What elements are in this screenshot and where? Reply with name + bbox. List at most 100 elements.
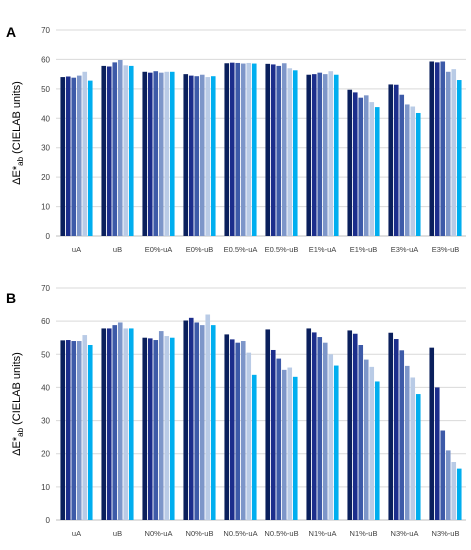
bar-B-uA-3	[71, 341, 77, 520]
bar-B-N3%-uB-6	[456, 468, 462, 520]
bar-A-E3%-uA-4	[404, 104, 410, 236]
bar-B-N0.5%-uB-3	[276, 358, 282, 520]
y-tick-label-A-10: 10	[41, 203, 50, 212]
bar-A-E0%-uA-1	[142, 71, 148, 236]
bar-B-N0.5%-uA-5	[246, 352, 252, 520]
y-axis-label-subscript: ab	[16, 156, 25, 165]
y-tick-label-A-0: 0	[46, 232, 51, 241]
bar-B-uA-2	[65, 340, 71, 520]
bar-A-E3%-uA-1	[388, 84, 394, 236]
x-category-label-A-E0%-uB: E0%-uB	[186, 245, 214, 254]
y-axis-label-A: ΔE*ab (CIELAB units)	[11, 81, 25, 185]
bar-A-E0.5%-uB-4	[281, 63, 287, 236]
bar-B-N0.5%-uA-3	[235, 342, 241, 520]
bar-A-E0%-uB-1	[183, 74, 189, 237]
bar-A-E1%-uB-3	[358, 97, 364, 236]
bar-A-E3%-uA-2	[393, 84, 399, 236]
bar-A-E0.5%-uB-3	[276, 65, 282, 236]
bar-A-E0%-uA-4	[158, 72, 164, 237]
y-axis-label-main: ΔE*	[11, 436, 23, 456]
bar-A-E0%-uA-6	[169, 71, 175, 236]
bar-B-N0%-uB-2	[188, 317, 194, 520]
x-category-label-A-E3%-uA: E3%-uA	[391, 245, 419, 254]
bar-B-N0.5%-uB-5	[287, 367, 293, 520]
x-category-label-B-uB: uB	[113, 529, 122, 538]
bar-B-N3%-uB-1	[429, 347, 435, 520]
x-category-label-B-N3%-uB: N3%-uB	[432, 529, 460, 538]
bar-B-N1%-uB-2	[352, 333, 358, 520]
x-category-label-B-N0%-uA: N0%-uA	[145, 529, 173, 538]
bar-B-uA-4	[76, 341, 82, 520]
bar-B-N3%-uB-5	[451, 462, 457, 520]
bar-A-uA-2	[65, 76, 71, 236]
y-tick-label-B-60: 60	[41, 317, 50, 326]
bar-B-N1%-uA-1	[306, 328, 312, 520]
bar-A-uA-3	[71, 77, 77, 236]
bar-A-E3%-uA-6	[415, 112, 421, 236]
bar-A-E1%-uA-3	[317, 72, 323, 237]
x-category-label-B-N1%-uA: N1%-uA	[309, 529, 337, 538]
bar-A-uB-3	[112, 62, 118, 236]
bar-A-E1%-uB-4	[363, 95, 369, 237]
bar-A-E0.5%-uA-2	[229, 62, 235, 237]
y-tick-label-B-20: 20	[41, 450, 50, 459]
bar-B-N0.5%-uA-4	[240, 341, 246, 520]
y-tick-label-A-70: 70	[41, 26, 50, 35]
bar-B-N0%-uA-4	[158, 331, 164, 520]
bar-B-N1%-uB-5	[369, 366, 375, 520]
bar-A-E0.5%-uB-2	[270, 64, 276, 236]
bar-A-uB-4	[117, 60, 123, 236]
bar-B-N0.5%-uB-2	[270, 349, 276, 520]
bar-B-N0%-uB-1	[183, 320, 189, 520]
bar-A-E1%-uA-6	[333, 74, 339, 236]
bar-A-E0.5%-uB-1	[265, 63, 271, 236]
bar-A-E0%-uB-2	[188, 75, 194, 236]
y-tick-label-A-30: 30	[41, 144, 50, 153]
bar-B-N3%-uA-3	[399, 350, 405, 520]
y-axis-label-main: ΔE*	[11, 165, 23, 185]
bar-B-N0%-uB-3	[194, 322, 200, 520]
bar-A-E1%-uA-2	[311, 74, 317, 237]
bar-B-N1%-uA-5	[328, 354, 334, 520]
bar-B-N3%-uA-1	[388, 332, 394, 520]
bar-A-uB-6	[128, 65, 134, 236]
bar-B-N0%-uA-2	[147, 338, 153, 520]
bar-B-N0.5%-uA-6	[251, 374, 257, 520]
y-tick-label-B-40: 40	[41, 383, 50, 392]
bar-A-E3%-uB-6	[456, 80, 462, 237]
bar-B-N1%-uA-6	[333, 365, 339, 520]
bar-B-N1%-uB-3	[358, 345, 364, 520]
x-category-label-A-E3%-uB: E3%-uB	[432, 245, 460, 254]
bar-B-uB-5	[123, 328, 129, 520]
bar-B-N3%-uB-3	[440, 430, 446, 520]
bar-A-uA-6	[87, 80, 93, 236]
y-tick-label-A-20: 20	[41, 173, 50, 182]
bar-B-N3%-uA-6	[415, 394, 421, 520]
x-category-label-A-E1%-uB: E1%-uB	[350, 245, 378, 254]
x-category-label-A-uA: uA	[72, 245, 81, 254]
bar-A-uB-2	[106, 66, 112, 237]
bar-B-N1%-uA-4	[322, 342, 328, 520]
bar-B-N0%-uA-5	[164, 336, 170, 520]
bar-B-N0.5%-uB-6	[292, 376, 298, 520]
x-category-label-A-E0%-uA: E0%-uA	[145, 245, 173, 254]
x-category-label-B-N0%-uB: N0%-uB	[186, 529, 214, 538]
bar-B-N0%-uB-5	[205, 314, 211, 520]
bar-A-E1%-uA-1	[306, 74, 312, 236]
bar-A-E3%-uB-3	[440, 61, 446, 236]
y-tick-label-B-30: 30	[41, 417, 50, 426]
bar-A-E0%-uA-2	[147, 72, 153, 237]
x-category-label-A-uB: uB	[113, 245, 122, 254]
bar-B-uB-2	[106, 328, 112, 520]
bar-B-N1%-uB-1	[347, 330, 353, 520]
y-axis-label-subscript: ab	[16, 427, 25, 436]
bar-B-N0.5%-uB-4	[281, 369, 287, 520]
y-tick-label-B-70: 70	[41, 284, 50, 293]
y-axis-label-units: (CIELAB units)	[11, 81, 23, 157]
bar-A-E0.5%-uA-4	[240, 63, 246, 237]
bar-A-E3%-uB-5	[451, 69, 457, 236]
bar-B-uA-6	[87, 345, 93, 520]
x-category-label-B-N1%-uB: N1%-uB	[350, 529, 378, 538]
bar-A-E0%-uB-4	[199, 74, 205, 236]
